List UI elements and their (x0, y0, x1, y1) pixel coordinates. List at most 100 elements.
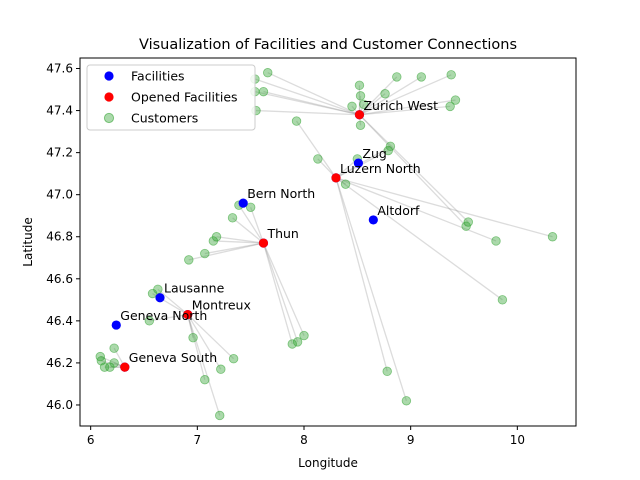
customer-point-34 (200, 248, 210, 259)
y-tick-label-3: 46.6 (46, 272, 73, 286)
facility-label-9: Geneva South (129, 350, 217, 365)
connection-line-1 (254, 78, 360, 116)
customer-point-37 (292, 337, 303, 347)
customer-point-36 (299, 330, 309, 341)
customer-point-17 (461, 221, 471, 231)
customer-point-40 (147, 288, 158, 299)
connection-line-35 (188, 242, 264, 261)
legend-label-0: Facilities (131, 69, 185, 84)
connection-line-36 (262, 242, 305, 336)
customer-point-15 (355, 120, 366, 130)
facility-label-5: Thun (266, 226, 298, 241)
connection-line-13 (359, 99, 456, 116)
customer-point-33 (208, 236, 219, 246)
x-tick-label-4: 10 (510, 433, 525, 447)
x-axis-ticks: 6 7 8 9 10 (87, 426, 525, 447)
customer-point-0 (263, 68, 273, 78)
facility-point-6 (155, 293, 165, 303)
legend: Facilities Opened Facilities Customers (86, 64, 256, 131)
connection-line-18 (295, 120, 337, 179)
connection-line-3 (254, 91, 360, 116)
customer-point-14 (445, 101, 455, 112)
customer-point-10 (392, 72, 402, 82)
facility-label-3: Bern North (247, 186, 315, 201)
connection-line-14 (359, 105, 451, 116)
connection-line-45 (187, 314, 206, 380)
y-tick-label-6: 47.2 (46, 146, 73, 160)
facility-point-4 (368, 215, 378, 225)
opened-facility-point-0 (354, 110, 365, 120)
y-tick-label-8: 47.6 (46, 62, 73, 76)
x-tick-label-1: 7 (194, 433, 202, 447)
connection-line-21 (335, 145, 391, 179)
facility-label-8: Geneva North (120, 308, 207, 323)
customer-point-31 (227, 213, 238, 223)
connection-line-0 (267, 72, 360, 116)
customer-point-12 (446, 70, 456, 80)
x-tick-label-2: 8 (300, 433, 308, 447)
connection-line-43 (187, 314, 235, 360)
customer-point-9 (380, 89, 390, 99)
x-axis-label: Longitude (298, 456, 358, 470)
connection-line-29 (238, 204, 265, 244)
x-tick-label-0: 6 (87, 433, 95, 447)
customer-point-16 (463, 217, 473, 227)
legend-box (86, 64, 256, 131)
y-axis-label: Latitude (21, 217, 35, 266)
customer-point-44 (216, 364, 226, 374)
legend-items: Facilities Opened Facilities Customers (103, 69, 238, 126)
customer-point-45 (200, 375, 210, 385)
y-tick-label-5: 47.0 (46, 188, 73, 202)
opened-facility-point-2 (258, 238, 269, 248)
legend-label-1: Opened Facilities (131, 90, 238, 105)
customer-point-46 (215, 410, 225, 421)
customer-point-38 (287, 339, 297, 349)
customer-point-43 (228, 354, 239, 364)
customer-point-52 (105, 362, 115, 372)
customer-point-42 (188, 332, 198, 343)
connection-line-2 (263, 91, 360, 116)
connection-line-24 (335, 177, 497, 242)
legend-label-2: Customers (131, 111, 198, 126)
customer-point-7 (355, 91, 366, 101)
connection-line-37 (262, 242, 299, 343)
connection-line-27 (335, 177, 388, 372)
connection-line-30 (250, 207, 265, 244)
opened-facility-point-1 (331, 173, 341, 183)
connection-line-33 (213, 240, 264, 244)
customer-point-47 (109, 343, 119, 353)
customer-point-28 (401, 396, 412, 406)
y-axis-ticks: 46.0 46.2 46.4 46.6 46.8 47.0 47.2 47.4 47.6 (46, 62, 80, 412)
connection-line-39 (157, 288, 189, 316)
connection-line-9 (359, 93, 386, 116)
legend-marker-1 (104, 92, 114, 102)
customer-point-41 (144, 316, 155, 326)
customer-point-23 (340, 179, 351, 189)
x-tick-label-3: 9 (407, 433, 415, 447)
customer-point-22 (383, 145, 393, 156)
connection-line-38 (262, 242, 293, 345)
connection-line-17 (358, 114, 467, 227)
connection-line-16 (359, 114, 469, 223)
customer-point-30 (245, 202, 256, 213)
customer-point-13 (450, 95, 461, 105)
customer-point-8 (359, 99, 369, 109)
facility-label-1: Zug (362, 146, 386, 161)
connection-line-25 (335, 177, 553, 238)
customer-point-25 (547, 232, 558, 242)
connection-line-44 (187, 314, 222, 370)
y-tick-label-2: 46.4 (46, 314, 73, 328)
facility-point-1 (353, 158, 363, 168)
y-tick-label-4: 46.8 (46, 230, 73, 244)
chart-title: Visualization of Facilities and Customer… (139, 37, 517, 53)
customer-point-2 (258, 86, 269, 97)
connection-line-34 (204, 242, 264, 255)
customer-point-18 (291, 116, 302, 126)
facility-label-4: Altdorf (377, 203, 420, 218)
y-tick-label-7: 47.4 (46, 104, 73, 118)
customer-point-19 (313, 154, 323, 164)
customer-point-27 (382, 366, 392, 377)
y-tick-label-1: 46.2 (46, 356, 73, 370)
customer-point-5 (347, 101, 357, 112)
